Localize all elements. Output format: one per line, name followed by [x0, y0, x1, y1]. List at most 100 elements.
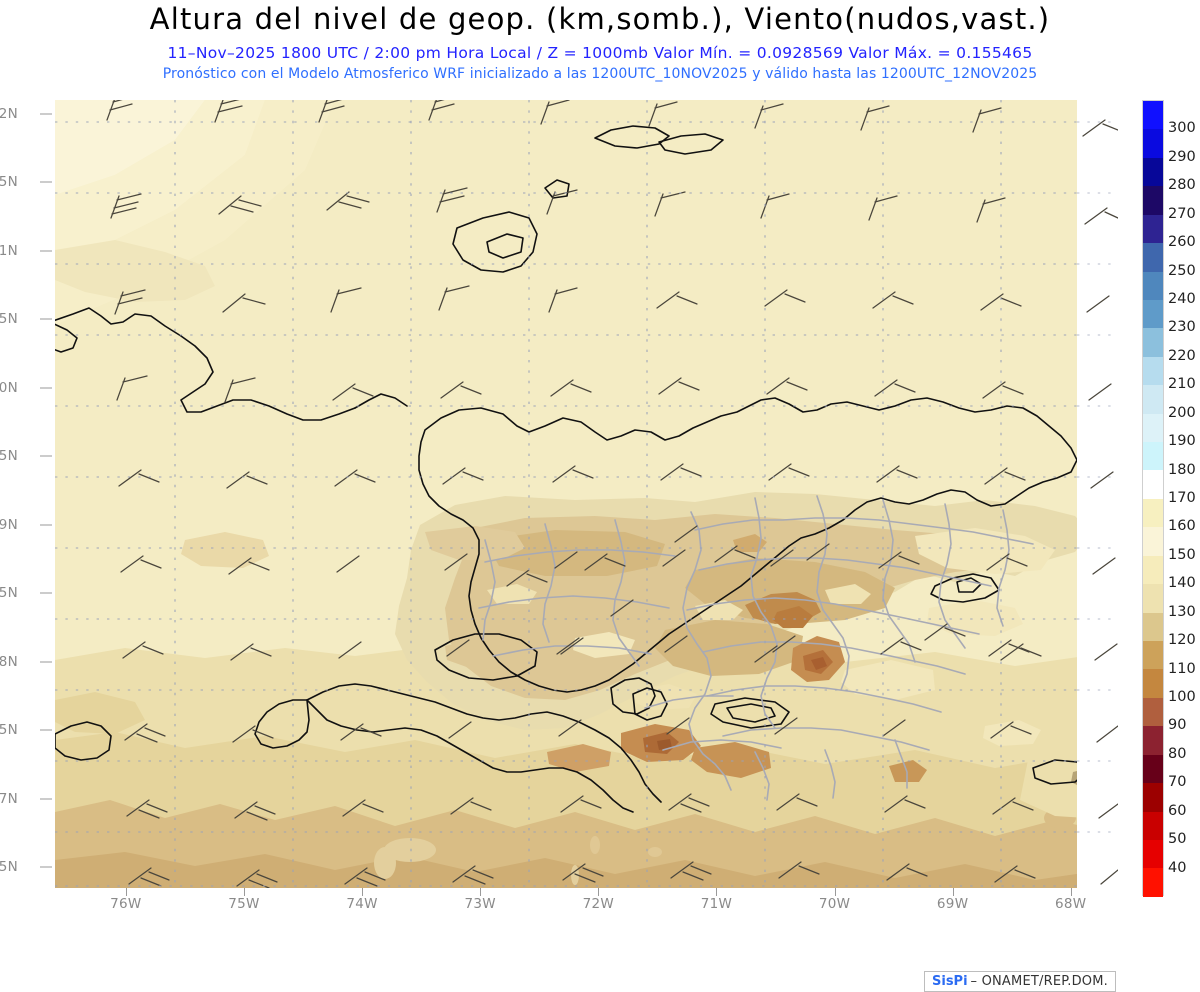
y-axis-tick-label: 8.5N	[0, 585, 18, 602]
colorbar-tick-label: 290	[1168, 148, 1196, 165]
colorbar-swatch	[1143, 839, 1163, 869]
x-axis-tick-label: 71W	[700, 896, 733, 912]
colorbar-tick-label: 250	[1168, 262, 1196, 279]
x-axis-tick-label: 69W	[936, 896, 969, 912]
watermark-brand: SisPi	[932, 974, 968, 989]
colorbar-swatch	[1143, 641, 1163, 670]
colorbar-swatch	[1143, 271, 1163, 300]
colorbar-tick-label: 230	[1168, 319, 1196, 336]
x-axis-tick-label: 74W	[346, 896, 378, 912]
colorbar-tick-label: 190	[1168, 433, 1196, 450]
colorbar-swatch	[1143, 243, 1163, 272]
y-axis-tick-mark	[40, 113, 52, 115]
y-axis-tick-mark	[40, 318, 52, 320]
colorbar-swatch	[1143, 811, 1163, 840]
x-axis-tick-label: 72W	[582, 896, 615, 912]
y-axis-tick-mark	[40, 661, 52, 663]
y-axis-tick-label: 7.5N	[0, 722, 18, 739]
header: Altura del nivel de geop. (km,somb.), Vi…	[0, 0, 1200, 92]
colorbar-swatch	[1143, 129, 1163, 158]
colorbar-swatch	[1143, 413, 1163, 443]
y-axis-tick-label: 17N	[0, 790, 18, 807]
y-axis-tick-label: 21N	[0, 242, 18, 259]
x-axis-tick-mark	[834, 888, 836, 896]
x-axis-tick-mark	[716, 888, 718, 896]
x-axis-tick-mark	[362, 888, 364, 896]
y-axis-tick-mark	[40, 455, 52, 457]
colorbar-swatch	[1143, 442, 1163, 471]
x-axis-tick-mark	[952, 888, 954, 896]
x-axis-tick-mark	[125, 888, 127, 896]
colorbar-swatch	[1143, 470, 1163, 499]
subtitle-model-info: Pronóstico con el Modelo Atmosferico WRF…	[162, 66, 1038, 82]
y-axis-tick-label: 9.5N	[0, 448, 18, 465]
colorbar-swatch	[1143, 726, 1163, 755]
colorbar-swatch	[1143, 385, 1163, 414]
colorbar-swatch	[1143, 754, 1163, 784]
x-axis-tick-label: 70W	[818, 896, 851, 912]
colorbar-tick-label: 260	[1168, 234, 1196, 251]
x-axis-tick-mark	[598, 888, 600, 896]
y-axis-tick-mark	[40, 524, 52, 526]
y-axis-tick-mark	[40, 592, 52, 594]
colorbar-swatch	[1143, 214, 1163, 244]
x-axis-tick-label: 75W	[228, 896, 260, 912]
y-axis-tick-label: 22N	[0, 105, 18, 122]
colorbar-tick-label: 210	[1168, 376, 1196, 393]
plot-wrapper: 22N 1.5N 21N 0.5N 20N 9.5N 19N 8.5N 18N 7.5N 17N 6.…	[0, 95, 1140, 992]
x-axis-tick-mark	[1070, 888, 1072, 896]
colorbar-swatch	[1143, 356, 1163, 386]
y-axis-tick-label: 0.5N	[0, 311, 18, 328]
colorbar-swatch	[1143, 527, 1163, 556]
colorbar-tick-label: 220	[1168, 347, 1196, 364]
colorbar-tick-label: 50	[1168, 831, 1187, 848]
colorbar-tick-label: 150	[1168, 546, 1196, 563]
colorbar-swatch	[1143, 186, 1163, 215]
colorbar-tick-label: 140	[1168, 575, 1196, 592]
colorbar-tick-label: 180	[1168, 461, 1196, 478]
colorbar-tick-label: 170	[1168, 490, 1196, 506]
x-axis-tick-mark	[243, 888, 245, 896]
colorbar-tick-label: 240	[1168, 291, 1196, 307]
colorbar-tick-label: 90	[1168, 717, 1187, 734]
colorbar-swatch	[1143, 498, 1163, 528]
y-axis-tick-label: 6.5N	[0, 859, 18, 876]
colorbar-tick-label: 60	[1168, 802, 1187, 819]
colorbar-tick-label: 160	[1168, 518, 1196, 535]
colorbar-swatch	[1143, 612, 1163, 642]
y-axis-tick-label: 20N	[0, 379, 18, 396]
colorbar-tick-label: 40	[1168, 859, 1187, 876]
y-axis-tick-mark	[40, 729, 52, 731]
colorbar-swatch	[1143, 157, 1163, 187]
y-axis-tick-mark	[40, 866, 52, 868]
colorbar-tick-label: 280	[1168, 177, 1196, 194]
colorbar-swatch	[1143, 328, 1163, 357]
colorbar-swatch	[1143, 669, 1163, 698]
colorbar-swatch	[1143, 868, 1163, 897]
y-axis-tick-mark	[40, 798, 52, 800]
x-axis-tick-label: 73W	[464, 896, 496, 912]
colorbar-labels: 300 290 280 270 260 250 240 230 220 210 200 190 180 1…	[1168, 100, 1200, 896]
colorbar[interactable]	[1142, 100, 1164, 897]
colorbar-tick-label: 300	[1168, 120, 1196, 137]
colorbar-tick-label: 120	[1168, 632, 1196, 649]
colorbar-tick-label: 100	[1168, 689, 1196, 705]
page-title: Altura del nivel de geop. (km,somb.), Vi…	[149, 2, 1051, 36]
y-axis-tick-mark	[40, 387, 52, 389]
colorbar-tick-label: 80	[1168, 745, 1187, 762]
map-svg	[55, 100, 1118, 888]
x-axis-tick-label: 68W	[1055, 896, 1087, 912]
colorbar-tick-label: 110	[1168, 660, 1196, 677]
colorbar-swatch	[1143, 697, 1163, 727]
colorbar-tick-label: 270	[1168, 205, 1196, 222]
x-axis-tick-mark	[480, 888, 482, 896]
colorbar-swatch	[1143, 299, 1163, 329]
colorbar-swatch	[1143, 783, 1163, 812]
colorbar-swatch	[1143, 101, 1163, 130]
map-plot-area[interactable]	[55, 100, 1118, 888]
watermark-badge: SisPi – ONAMET/REP.DOM.	[924, 971, 1116, 992]
y-axis-tick-mark	[40, 250, 52, 252]
colorbar-tick-label: 200	[1168, 404, 1196, 421]
subtitle-valid-time: 11–Nov–2025 1800 UTC / 2:00 pm Hora Loca…	[167, 44, 1033, 62]
